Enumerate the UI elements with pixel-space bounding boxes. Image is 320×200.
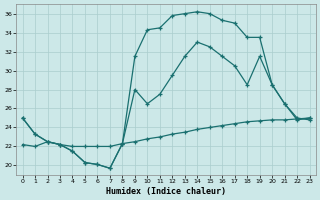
X-axis label: Humidex (Indice chaleur): Humidex (Indice chaleur) [106, 187, 226, 196]
